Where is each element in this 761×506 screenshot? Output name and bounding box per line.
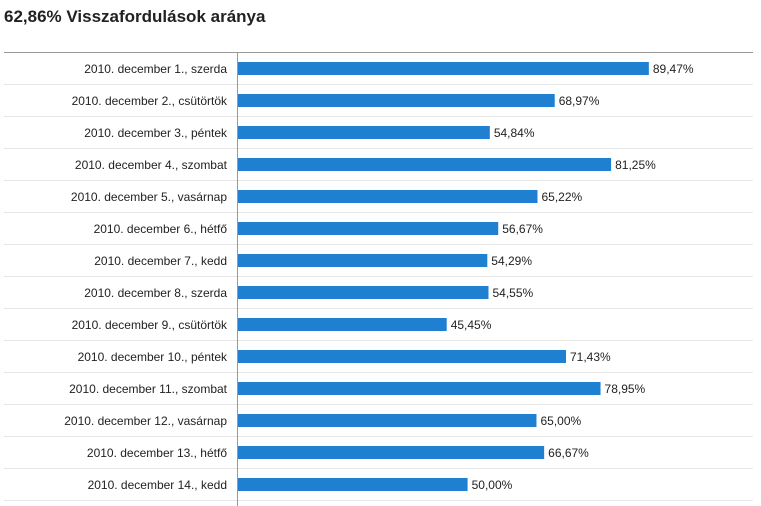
category-label: 2010. december 8., szerda — [84, 286, 227, 300]
category-label: 2010. december 6., hétfő — [94, 222, 228, 236]
value-label: 65,00% — [540, 414, 581, 428]
value-label: 71,43% — [570, 350, 611, 364]
bar[interactable] — [238, 286, 489, 299]
category-label: 2010. december 4., szombat — [75, 158, 228, 172]
category-label: 2010. december 9., csütörtök — [72, 318, 228, 332]
bar[interactable] — [238, 446, 545, 459]
bar[interactable] — [238, 94, 555, 107]
value-label: 89,47% — [653, 62, 694, 76]
value-label: 68,97% — [559, 94, 600, 108]
page-title: 62,86% Visszafordulások aránya — [4, 7, 266, 26]
bar[interactable] — [238, 350, 567, 363]
category-label: 2010. december 10., péntek — [78, 350, 228, 364]
category-label: 2010. december 1., szerda — [84, 62, 227, 76]
category-label: 2010. december 11., szombat — [69, 382, 228, 396]
value-label: 50,00% — [472, 478, 513, 492]
category-label: 2010. december 2., csütörtök — [72, 94, 228, 108]
value-label: 65,22% — [541, 190, 582, 204]
category-label: 2010. december 7., kedd — [94, 254, 227, 268]
bar[interactable] — [238, 190, 538, 203]
bar[interactable] — [238, 222, 499, 235]
value-label: 54,84% — [494, 126, 535, 140]
bar[interactable] — [238, 414, 537, 427]
category-label: 2010. december 12., vasárnap — [64, 414, 227, 428]
value-label: 54,29% — [491, 254, 532, 268]
value-label: 81,25% — [615, 158, 656, 172]
value-label: 66,67% — [548, 446, 589, 460]
bar[interactable] — [238, 254, 488, 267]
category-label: 2010. december 14., kedd — [88, 478, 227, 492]
category-label: 2010. december 13., hétfő — [87, 446, 227, 460]
value-label: 45,45% — [451, 318, 492, 332]
category-label: 2010. december 5., vasárnap — [71, 190, 227, 204]
value-label: 54,55% — [492, 286, 533, 300]
bar[interactable] — [238, 478, 468, 491]
bar[interactable] — [238, 318, 447, 331]
bar[interactable] — [238, 158, 612, 171]
bar[interactable] — [238, 126, 490, 139]
bar[interactable] — [238, 62, 649, 75]
category-label: 2010. december 3., péntek — [84, 126, 228, 140]
value-label: 56,67% — [502, 222, 543, 236]
value-label: 78,95% — [605, 382, 646, 396]
bar[interactable] — [238, 382, 601, 395]
